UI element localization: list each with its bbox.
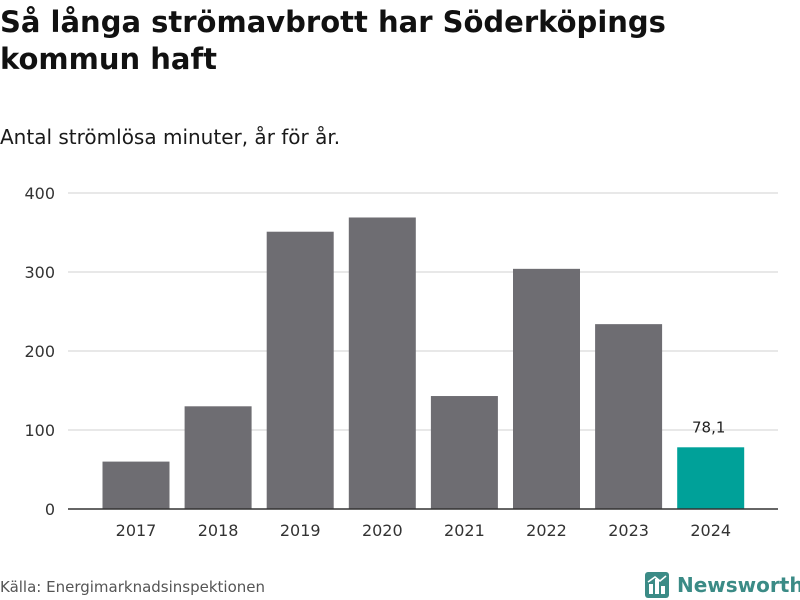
bar-2018 [184, 406, 252, 509]
y-tick-label: 300 [24, 263, 55, 282]
x-tick-label: 2018 [198, 521, 239, 540]
source-note: Källa: Energimarknadsinspektionen [0, 578, 266, 596]
x-tick-label: 2021 [444, 521, 485, 540]
data-label: 78,1 [692, 418, 725, 436]
x-tick-label: 2024 [690, 521, 731, 540]
y-tick-label: 200 [24, 342, 55, 361]
chart-subtitle: Antal strömlösa minuter, år för år. [0, 125, 341, 149]
y-tick-label: 400 [24, 184, 55, 203]
y-tick-label: 0 [45, 500, 55, 519]
bar-2020 [348, 217, 416, 510]
brand-name: Newsworthy [677, 573, 800, 597]
bar-2017 [102, 461, 170, 509]
bar-2023 [595, 324, 663, 509]
x-tick-label: 2020 [362, 521, 403, 540]
bar-chart: 0 100 200 300 400 2017 2018 2019 2020 2021 2022 202… [24, 184, 778, 540]
x-tick-label: 2022 [526, 521, 567, 540]
x-tick-label: 2019 [280, 521, 321, 540]
y-tick-label: 100 [24, 421, 55, 440]
bar-chart-logo-icon [645, 572, 669, 598]
bar-2024 [677, 447, 745, 509]
x-tick-label: 2023 [608, 521, 649, 540]
chart-title: Så långa strömavbrott har Söderköpings k… [0, 5, 666, 76]
x-tick-label: 2017 [116, 521, 157, 540]
bar-2022 [513, 268, 580, 509]
brand-logo: Newsworthy [645, 570, 800, 600]
bar-2021 [430, 396, 498, 509]
bar-2019 [266, 231, 334, 509]
